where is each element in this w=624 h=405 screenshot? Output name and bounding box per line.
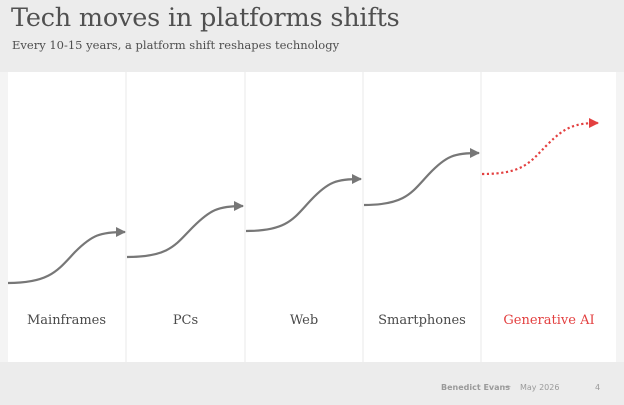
footer-date: May 2026 <box>520 383 560 392</box>
page-number: 4 <box>595 383 601 392</box>
slide-header: Tech moves in platforms shifts Every 10-… <box>0 0 624 72</box>
platform-label: Smartphones <box>378 313 466 328</box>
platform-label: Generative AI <box>503 313 595 328</box>
curve-web <box>245 174 362 233</box>
panel-web: Web <box>246 72 362 362</box>
slide-footer: Benedict Evans — May 2026 4 <box>0 362 624 405</box>
curve-smartphones <box>363 148 480 207</box>
curve-pcs <box>126 201 244 259</box>
slide-subtitle: Every 10-15 years, a platform shift resh… <box>12 38 340 52</box>
panel-smartphones: Smartphones <box>364 72 480 362</box>
panel-pcs: PCs <box>127 72 244 362</box>
platform-label: Web <box>289 313 319 328</box>
platform-label: PCs <box>172 313 199 328</box>
slide-title: Tech moves in platforms shifts <box>11 3 400 33</box>
curve-generative-ai <box>481 118 599 176</box>
s-curves <box>7 118 599 285</box>
curve-mainframes <box>7 227 126 285</box>
platform-panels: Mainframes PCs Web Smartphones Generativ… <box>0 72 624 362</box>
footer-separator: — <box>503 382 511 391</box>
platform-label: Mainframes <box>26 313 107 328</box>
panel-mainframes: Mainframes <box>8 72 125 362</box>
footer-author: Benedict Evans <box>441 383 510 392</box>
